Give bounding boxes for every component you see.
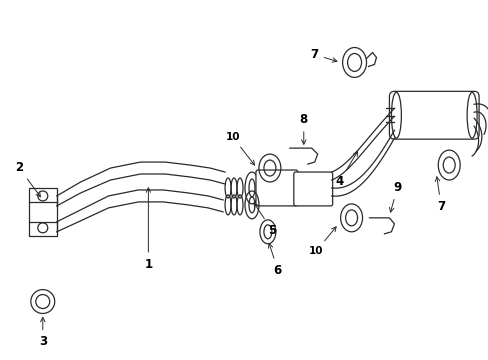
Text: 3: 3 [39, 318, 47, 348]
Text: 6: 6 [268, 243, 282, 277]
FancyBboxPatch shape [388, 91, 478, 139]
Text: 2: 2 [15, 161, 41, 197]
FancyBboxPatch shape [255, 170, 297, 206]
Text: 7: 7 [310, 48, 336, 62]
FancyBboxPatch shape [29, 188, 57, 236]
FancyBboxPatch shape [293, 172, 332, 206]
Text: 1: 1 [144, 188, 152, 271]
Text: 10: 10 [308, 227, 335, 256]
Text: 10: 10 [225, 132, 254, 165]
Text: 5: 5 [254, 203, 276, 237]
Text: 7: 7 [434, 177, 445, 213]
Text: 8: 8 [299, 113, 307, 144]
Text: 4: 4 [335, 152, 357, 188]
Text: 9: 9 [389, 181, 401, 212]
